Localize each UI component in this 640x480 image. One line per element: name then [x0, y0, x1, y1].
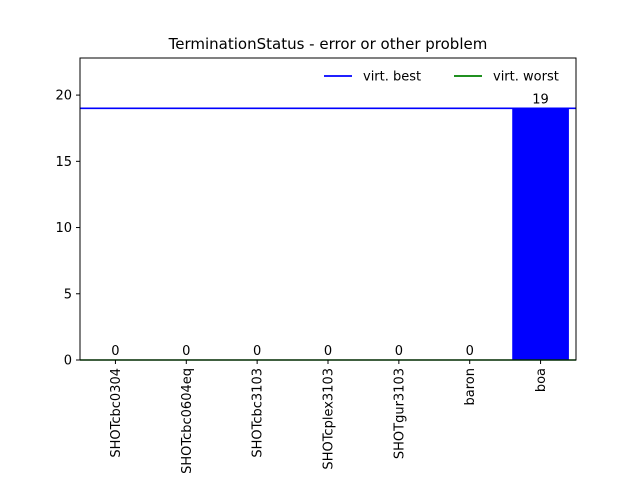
- y-tick-label-20: 20: [55, 89, 72, 104]
- chart-title: TerminationStatus - error or other probl…: [168, 35, 488, 53]
- bar-value-label-boa: 19: [532, 92, 549, 107]
- y-tick-label-5: 5: [64, 287, 72, 302]
- x-tick-label-SHOTcbc0304: SHOTcbc0304: [109, 368, 124, 458]
- bar-value-label-SHOTcbc3103: 0: [253, 344, 261, 359]
- plot-frame: [79, 57, 577, 361]
- x-tick-label-SHOTcbc0604eq: SHOTcbc0604eq: [180, 368, 195, 474]
- bar-value-label-SHOTgur3103: 0: [395, 344, 403, 359]
- bar-value-label-baron: 0: [466, 344, 474, 359]
- x-tick-label-SHOTcbc3103: SHOTcbc3103: [251, 368, 266, 458]
- plot-area: 0 0 0 0 0 0 19 0 5 10 15 20 SHOTcbc0304 SHOTcbc0604eq…: [55, 89, 576, 474]
- x-tick-label-SHOTcplex3103: SHOTcplex3103: [322, 368, 337, 470]
- y-tick-label-10: 10: [55, 221, 72, 236]
- bar-value-label-SHOTcplex3103: 0: [324, 344, 332, 359]
- bar-value-label-SHOTcbc0304: 0: [111, 344, 119, 359]
- bar-value-label-SHOTcbc0604eq: 0: [182, 344, 190, 359]
- legend-label-virt-best: virt. best: [363, 70, 421, 85]
- y-tick-label-15: 15: [55, 155, 72, 170]
- legend-label-virt-worst: virt. worst: [493, 70, 559, 85]
- x-tick-label-boa: boa: [534, 368, 549, 392]
- x-tick-label-SHOTgur3103: SHOTgur3103: [392, 368, 407, 459]
- x-tick-label-baron: baron: [463, 368, 478, 405]
- bar-boa: [512, 108, 569, 360]
- legend: virt. best virt. worst: [324, 70, 559, 85]
- y-tick-label-0: 0: [64, 354, 72, 369]
